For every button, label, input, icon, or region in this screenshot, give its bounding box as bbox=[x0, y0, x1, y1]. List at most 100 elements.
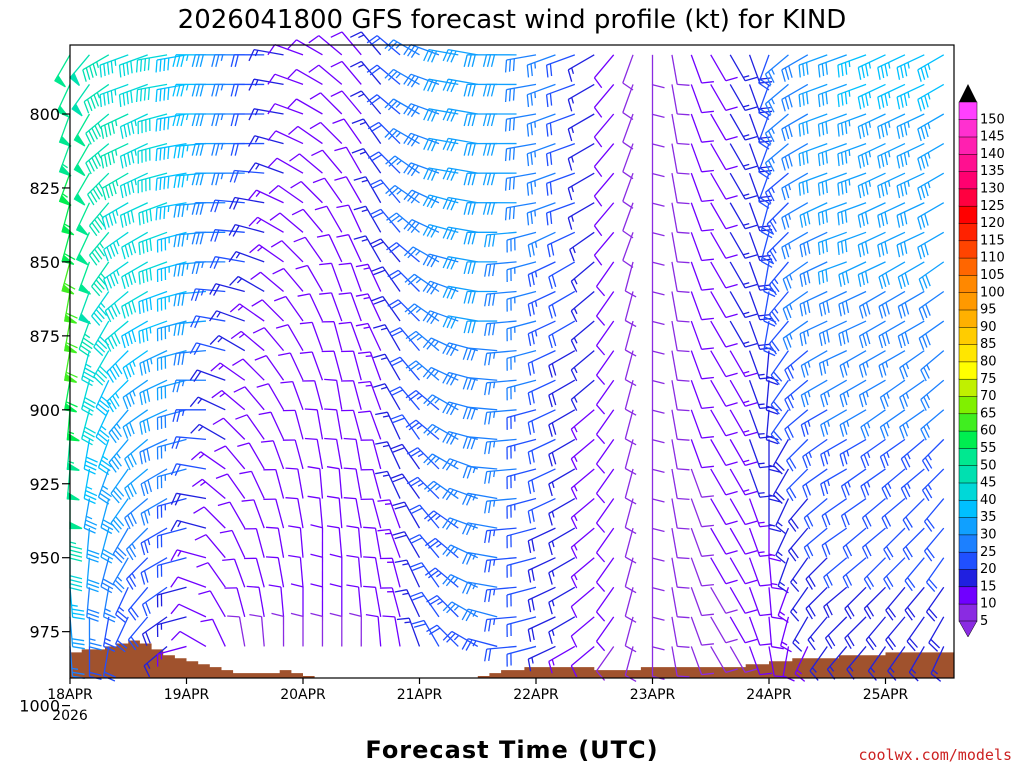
barb-full-feather bbox=[745, 431, 758, 437]
barb-full-feather bbox=[899, 426, 905, 439]
barb-full-feather bbox=[878, 306, 884, 319]
barb-staff bbox=[690, 113, 703, 143]
barb-full-feather bbox=[462, 552, 469, 565]
wind-barb bbox=[595, 350, 615, 386]
barb-full-feather bbox=[492, 263, 496, 277]
barb-full-feather bbox=[65, 371, 78, 378]
barb-full-feather bbox=[195, 232, 200, 245]
wind-barb bbox=[764, 54, 789, 86]
barb-full-feather bbox=[917, 247, 922, 260]
barb-full-feather bbox=[907, 577, 916, 588]
barb-half-feather bbox=[396, 160, 402, 166]
barb-staff bbox=[338, 527, 343, 558]
barb-half-feather bbox=[927, 152, 931, 159]
wind-barb bbox=[442, 285, 478, 300]
colorbar-label: 145 bbox=[980, 130, 1005, 145]
barb-full-feather bbox=[248, 216, 259, 227]
barb-staff bbox=[486, 261, 517, 266]
barb-staff bbox=[859, 350, 886, 367]
barb-full-feather bbox=[863, 424, 870, 437]
wind-barb bbox=[99, 83, 129, 108]
barb-half-feather bbox=[100, 425, 107, 431]
wind-barb bbox=[269, 212, 304, 233]
barb-full-feather bbox=[209, 256, 216, 269]
barb-staff bbox=[506, 468, 537, 478]
barb-staff bbox=[157, 290, 187, 300]
wind-barb bbox=[748, 468, 773, 498]
credit-link[interactable]: coolwx.com/models bbox=[858, 746, 1012, 764]
wind-barb bbox=[102, 587, 116, 623]
wind-barb bbox=[690, 409, 714, 439]
barb-staff bbox=[570, 645, 595, 667]
barb-half-feather bbox=[257, 246, 263, 252]
barb-full-feather bbox=[879, 426, 886, 439]
wind-barb bbox=[545, 54, 576, 78]
barb-full-feather bbox=[701, 199, 714, 203]
barb-staff bbox=[858, 54, 886, 69]
barb-staff bbox=[156, 202, 187, 209]
wind-barb bbox=[729, 84, 758, 112]
barb-full-feather bbox=[759, 110, 773, 114]
barb-full-feather bbox=[159, 88, 162, 102]
wind-barb bbox=[527, 320, 556, 347]
barb-full-feather bbox=[427, 50, 434, 62]
barb-staff bbox=[729, 409, 746, 437]
barb-staff bbox=[253, 499, 265, 529]
barb-full-feather bbox=[527, 333, 532, 347]
barb-full-feather bbox=[394, 559, 407, 564]
barb-full-feather bbox=[84, 464, 97, 471]
wind-barb bbox=[82, 54, 110, 82]
barb-staff bbox=[250, 471, 265, 499]
barb-full-feather bbox=[880, 183, 885, 197]
barb-full-feather bbox=[406, 476, 419, 485]
barb-full-feather bbox=[467, 173, 472, 186]
barb-full-feather bbox=[781, 158, 786, 171]
barb-staff bbox=[528, 320, 556, 335]
wind-barb bbox=[254, 354, 285, 381]
barb-full-feather bbox=[799, 274, 804, 287]
barb-full-feather bbox=[309, 121, 321, 130]
barb-full-feather bbox=[446, 50, 453, 62]
wind-barb bbox=[463, 261, 498, 275]
barb-full-feather bbox=[248, 189, 257, 201]
barb-full-feather bbox=[65, 342, 78, 349]
barb-staff bbox=[710, 261, 727, 289]
barb-full-feather bbox=[484, 648, 488, 662]
barb-staff bbox=[233, 558, 246, 588]
wind-barb bbox=[860, 468, 886, 498]
barb-full-feather bbox=[924, 457, 933, 469]
barb-staff bbox=[256, 189, 284, 204]
barb-staff bbox=[397, 269, 420, 292]
barb-full-feather bbox=[759, 81, 773, 84]
barb-full-feather bbox=[407, 104, 416, 116]
barb-full-feather bbox=[924, 184, 929, 197]
barb-staff bbox=[858, 83, 886, 98]
barb-staff bbox=[690, 587, 703, 616]
barb-full-feather bbox=[745, 638, 758, 644]
barb-full-feather bbox=[677, 497, 690, 501]
barb-staff bbox=[82, 54, 110, 71]
barb-staff bbox=[223, 417, 246, 440]
barb-half-feather bbox=[932, 669, 939, 675]
wind-barb bbox=[442, 544, 479, 559]
barb-full-feather bbox=[490, 54, 496, 67]
barb-full-feather bbox=[844, 239, 848, 253]
barb-full-feather bbox=[902, 394, 909, 407]
barb-staff bbox=[765, 350, 770, 381]
barb-staff bbox=[729, 113, 746, 141]
wind-barb bbox=[442, 517, 478, 530]
barb-full-feather bbox=[840, 63, 844, 77]
barb-half-feather bbox=[796, 669, 803, 675]
barb-full-feather bbox=[104, 340, 112, 352]
barb-staff bbox=[844, 586, 867, 609]
barb-full-feather bbox=[211, 54, 216, 67]
chart-title: 2026041800 GFS forecast wind profile (kt… bbox=[178, 5, 847, 35]
barb-full-feather bbox=[466, 407, 472, 420]
barb-staff bbox=[671, 320, 678, 351]
barb-half-feather bbox=[235, 252, 241, 259]
wind-barb bbox=[85, 113, 110, 145]
barb-full-feather bbox=[701, 406, 714, 410]
barb-full-feather bbox=[215, 473, 228, 480]
wind-barb bbox=[570, 350, 595, 382]
barb-staff bbox=[595, 409, 615, 435]
